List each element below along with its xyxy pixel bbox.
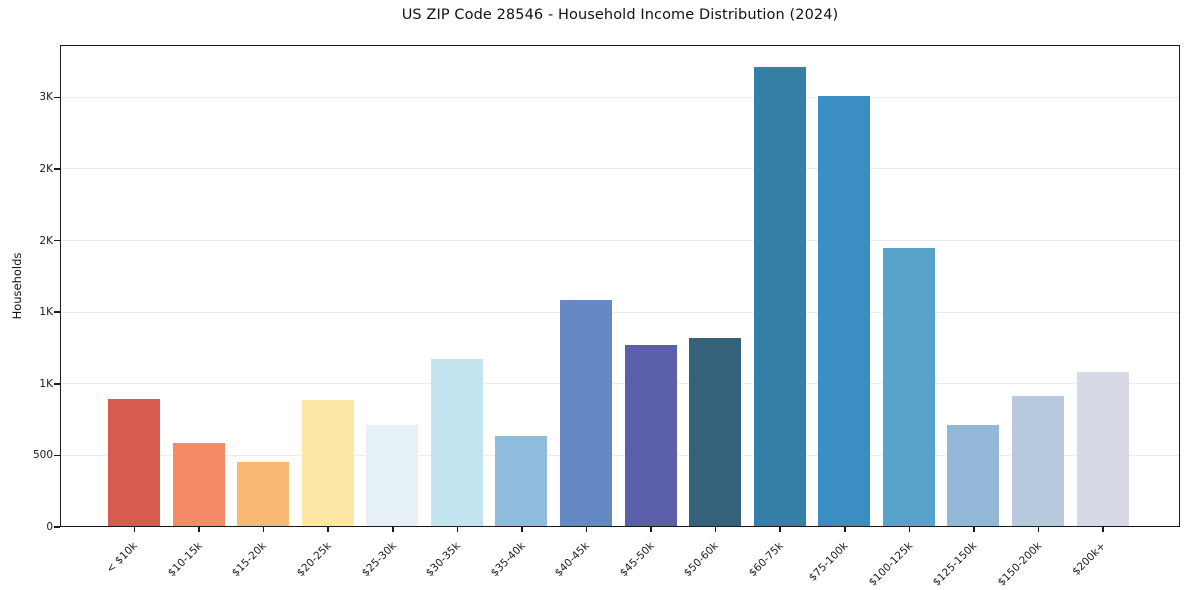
x-tick-mark — [392, 527, 394, 532]
y-tick-mark — [54, 168, 60, 170]
x-tick-mark — [198, 527, 200, 532]
x-tick-mark — [973, 527, 975, 532]
x-tick-label: $40-45k — [552, 540, 592, 580]
y-tick-label: 0 — [46, 521, 53, 533]
y-tick-label: 2K — [39, 162, 53, 175]
x-tick-mark — [327, 527, 329, 532]
bar-15-20k — [237, 461, 290, 526]
bar-10-15k — [172, 442, 225, 526]
gridline-y2000 — [61, 240, 1179, 242]
x-tick-mark — [456, 527, 459, 532]
x-tick-mark — [844, 527, 846, 532]
y-tick-label: 3K — [39, 91, 53, 104]
bar-150-200k — [1011, 396, 1064, 526]
x-tick-mark — [714, 527, 717, 532]
bar-20-25k — [301, 399, 354, 526]
x-tick-label: $20-25k — [294, 540, 334, 580]
bar-25-30k — [366, 425, 419, 526]
bar-45-50k — [624, 344, 677, 526]
x-tick-mark — [1037, 527, 1040, 532]
x-tick-mark — [585, 527, 588, 532]
gridline-y1500 — [61, 311, 1179, 313]
y-tick-label: 1K — [39, 377, 53, 390]
bar-100-125k — [882, 248, 935, 526]
x-tick-label: $45-50k — [617, 540, 657, 580]
x-tick-label: $200k+ — [1070, 540, 1109, 578]
gridline-y3000 — [61, 96, 1179, 98]
bar-200k — [1076, 372, 1129, 526]
y-tick-mark — [54, 311, 60, 313]
plot-area — [60, 45, 1180, 527]
chart-title: US ZIP Code 28546 - Household Income Dis… — [401, 7, 839, 23]
y-tick-label: 500 — [32, 449, 53, 462]
gridline-y500 — [61, 454, 1179, 456]
gridline-y2500 — [61, 168, 1179, 170]
x-tick-mark — [133, 527, 136, 532]
x-tick-label: $15-20k — [230, 540, 270, 580]
x-tick-label: $150-200k — [995, 540, 1044, 589]
gridline-y1000 — [61, 383, 1179, 385]
bar-125-150k — [947, 425, 1000, 526]
x-tick-mark — [1102, 527, 1104, 532]
x-tick-label: $60-75k — [746, 540, 786, 580]
bar-10k — [108, 398, 160, 526]
bar-40-45k — [559, 300, 612, 526]
x-tick-mark — [908, 527, 911, 532]
x-tick-mark — [262, 527, 265, 532]
y-tick-mark — [54, 454, 60, 457]
x-tick-label: $10-15k — [165, 540, 205, 580]
y-tick-label: 2K — [39, 234, 53, 247]
bar-50-60k — [689, 338, 742, 526]
x-tick-label: $100-125k — [866, 540, 915, 589]
x-tick-label: < $10k — [104, 540, 140, 576]
x-tick-label: $30-35k — [423, 540, 463, 580]
x-tick-label: $75-100k — [806, 540, 851, 584]
x-tick-mark — [779, 527, 781, 532]
bar-60-75k — [753, 66, 806, 526]
bar-75-100k — [818, 96, 871, 526]
y-tick-mark — [54, 96, 60, 99]
x-tick-mark — [521, 527, 523, 532]
y-tick-mark — [54, 526, 60, 528]
x-tick-label: $25-30k — [359, 540, 399, 580]
x-tick-mark — [650, 527, 652, 532]
x-tick-label: $125-150k — [930, 540, 980, 589]
x-tick-label: $50-60k — [682, 540, 722, 580]
bar-30-35k — [430, 359, 483, 526]
x-tick-label: $35-40k — [488, 540, 528, 580]
y-tick-mark — [54, 383, 60, 385]
y-tick-label: 1K — [39, 306, 53, 319]
y-tick-mark — [54, 239, 60, 242]
bar-35-40k — [495, 435, 548, 526]
